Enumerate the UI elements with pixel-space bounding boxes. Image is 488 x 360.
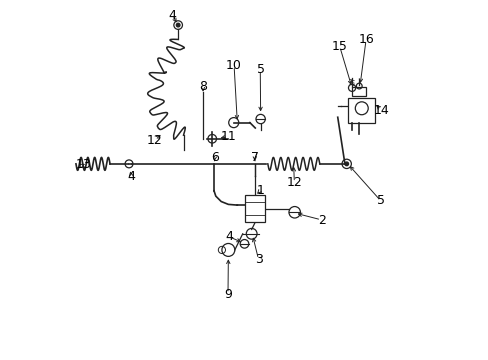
- Text: 3: 3: [254, 253, 262, 266]
- Bar: [245, 195, 264, 222]
- Text: 12: 12: [147, 134, 163, 147]
- Text: 5: 5: [376, 194, 384, 207]
- Text: 7: 7: [251, 151, 259, 164]
- Text: 16: 16: [358, 33, 373, 46]
- Bar: [348, 98, 375, 123]
- Text: 14: 14: [373, 104, 388, 117]
- Text: 13: 13: [75, 158, 91, 171]
- Circle shape: [176, 23, 180, 27]
- Bar: [351, 87, 366, 96]
- Text: 1: 1: [256, 184, 264, 197]
- Text: 6: 6: [211, 151, 219, 164]
- Text: 15: 15: [331, 40, 347, 53]
- Text: 10: 10: [225, 59, 241, 72]
- Text: 4: 4: [168, 9, 176, 22]
- Text: 5: 5: [256, 63, 264, 76]
- Circle shape: [344, 162, 348, 166]
- Text: 4: 4: [127, 170, 135, 183]
- Text: 11: 11: [220, 130, 236, 143]
- Text: 8: 8: [199, 80, 207, 93]
- Text: 12: 12: [286, 176, 302, 189]
- Text: 2: 2: [317, 214, 325, 227]
- Text: 9: 9: [224, 288, 232, 301]
- Text: 4: 4: [225, 230, 233, 243]
